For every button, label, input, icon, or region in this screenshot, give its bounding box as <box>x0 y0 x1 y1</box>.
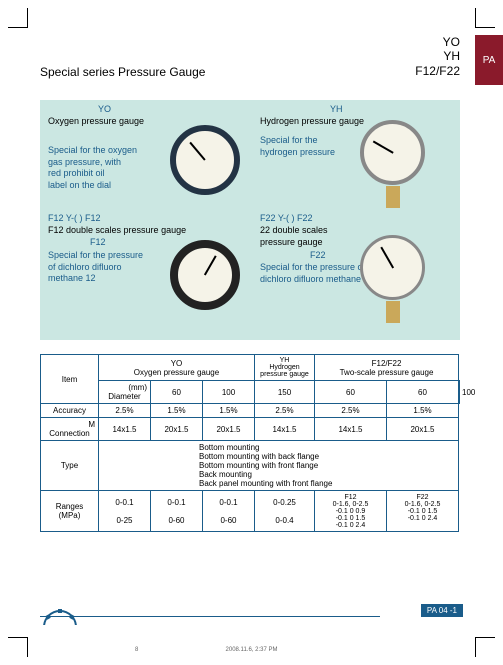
cell: 14x1.5 <box>255 418 315 441</box>
row-label: (mm)Diameter <box>99 381 151 404</box>
crop-mark <box>475 8 495 28</box>
f12-desc: Special for the pressure <box>48 250 158 262</box>
gauge-icon <box>170 240 240 310</box>
cell: F12 0-1.6, 0-2.5 -0.1 0 0.9 -0.1 0 1.5 -… <box>315 491 387 532</box>
footer-page-bar: PA 04 -1 <box>421 604 463 617</box>
product-showcase: YO Oxygen pressure gauge Special for the… <box>40 100 460 340</box>
cell: 60 <box>151 381 203 404</box>
cell: 2.5% <box>315 404 387 418</box>
yh-code: YH <box>330 104 343 114</box>
code-f: F12/F22 <box>415 64 460 78</box>
row-label: Accuracy <box>41 404 99 418</box>
th-f: F12/F22Two-scale pressure gauge <box>315 355 459 381</box>
gauge-stem <box>386 186 400 208</box>
cell: 60 <box>315 381 387 404</box>
f22-code: F22 Y-( ) F22 <box>260 213 313 225</box>
cell: 20x1.5 <box>203 418 255 441</box>
f12-desc: methane 12 <box>48 273 158 285</box>
cell: 2.5% <box>99 404 151 418</box>
footer-timestamp: 8 2008.11.6, 2:37 PM <box>0 647 503 653</box>
cell: 0-0.1 0-60 <box>203 491 255 532</box>
f22-title: pressure gauge <box>260 237 328 249</box>
yo-code: YO <box>98 104 111 114</box>
cell: 1.5% <box>151 404 203 418</box>
cell: 14x1.5 <box>99 418 151 441</box>
gauge-icon <box>170 125 240 195</box>
cell: 0-0.1 0-60 <box>151 491 203 532</box>
th-yh: YHHydrogenpressure gauge <box>255 355 315 381</box>
f12-desc: of dichloro difluoro <box>48 262 158 274</box>
cell: 20x1.5 <box>387 418 459 441</box>
cell: 0-0.25 0-0.4 <box>255 491 315 532</box>
cell: 2.5% <box>255 404 315 418</box>
footer-rule <box>40 616 380 617</box>
f22-title: 22 double scales <box>260 225 328 237</box>
yo-desc: red prohibit oil <box>48 168 158 180</box>
gauge-icon <box>360 120 425 185</box>
code-yh: YH <box>415 49 460 63</box>
side-tab: PA <box>475 35 503 85</box>
cell: F22 0-1.6, 0-2.5 -0.1 0 1.5 -0.1 0 2.4 <box>387 491 459 532</box>
cell: 0-0.1 0-25 <box>99 491 151 532</box>
gauge-stem <box>386 301 400 323</box>
type-cell: Bottom mounting Bottom mounting with bac… <box>99 441 459 491</box>
code-yo: YO <box>415 35 460 49</box>
yh-desc: hydrogen pressure <box>260 147 370 159</box>
cell: 20x1.5 <box>151 418 203 441</box>
th-item: Item <box>41 355 99 404</box>
cell: 100 <box>203 381 255 404</box>
cell: 100 <box>459 381 460 404</box>
yh-desc: Special for the <box>260 135 370 147</box>
cell: 14x1.5 <box>315 418 387 441</box>
yo-desc: Special for the oxygen <box>48 145 158 157</box>
gear-icon <box>40 605 80 625</box>
row-label: Type <box>41 441 99 491</box>
f22-sub: F22 <box>310 250 326 262</box>
f12-code: F12 Y-( ) F12 <box>48 213 101 225</box>
header-codes: YO YH F12/F22 <box>415 35 460 78</box>
page-title: Special series Pressure Gauge <box>40 65 205 79</box>
f12-sub: F12 <box>90 237 106 249</box>
page-header: YO YH F12/F22 Special series Pressure Ga… <box>40 35 460 90</box>
yo-desc: label on the dial <box>48 180 158 192</box>
f12-title: F12 double scales pressure gauge <box>48 225 186 237</box>
yh-title: Hydrogen pressure gauge <box>260 116 460 128</box>
cell: 150 <box>255 381 315 404</box>
cell: 60 <box>387 381 459 404</box>
row-label: MConnection <box>41 418 99 441</box>
gauge-icon <box>360 235 425 300</box>
yo-title: Oxygen pressure gauge <box>48 116 248 128</box>
spec-table: Item YOOxygen pressure gauge YHHydrogenp… <box>40 354 460 532</box>
page-content: YO YH F12/F22 Special series Pressure Ga… <box>40 35 460 532</box>
row-label: Ranges (MPa) <box>41 491 99 532</box>
cell: 1.5% <box>387 404 459 418</box>
cell: 1.5% <box>203 404 255 418</box>
crop-mark <box>8 8 28 28</box>
th-yo: YOOxygen pressure gauge <box>99 355 255 381</box>
yo-desc: gas pressure, with <box>48 157 158 169</box>
